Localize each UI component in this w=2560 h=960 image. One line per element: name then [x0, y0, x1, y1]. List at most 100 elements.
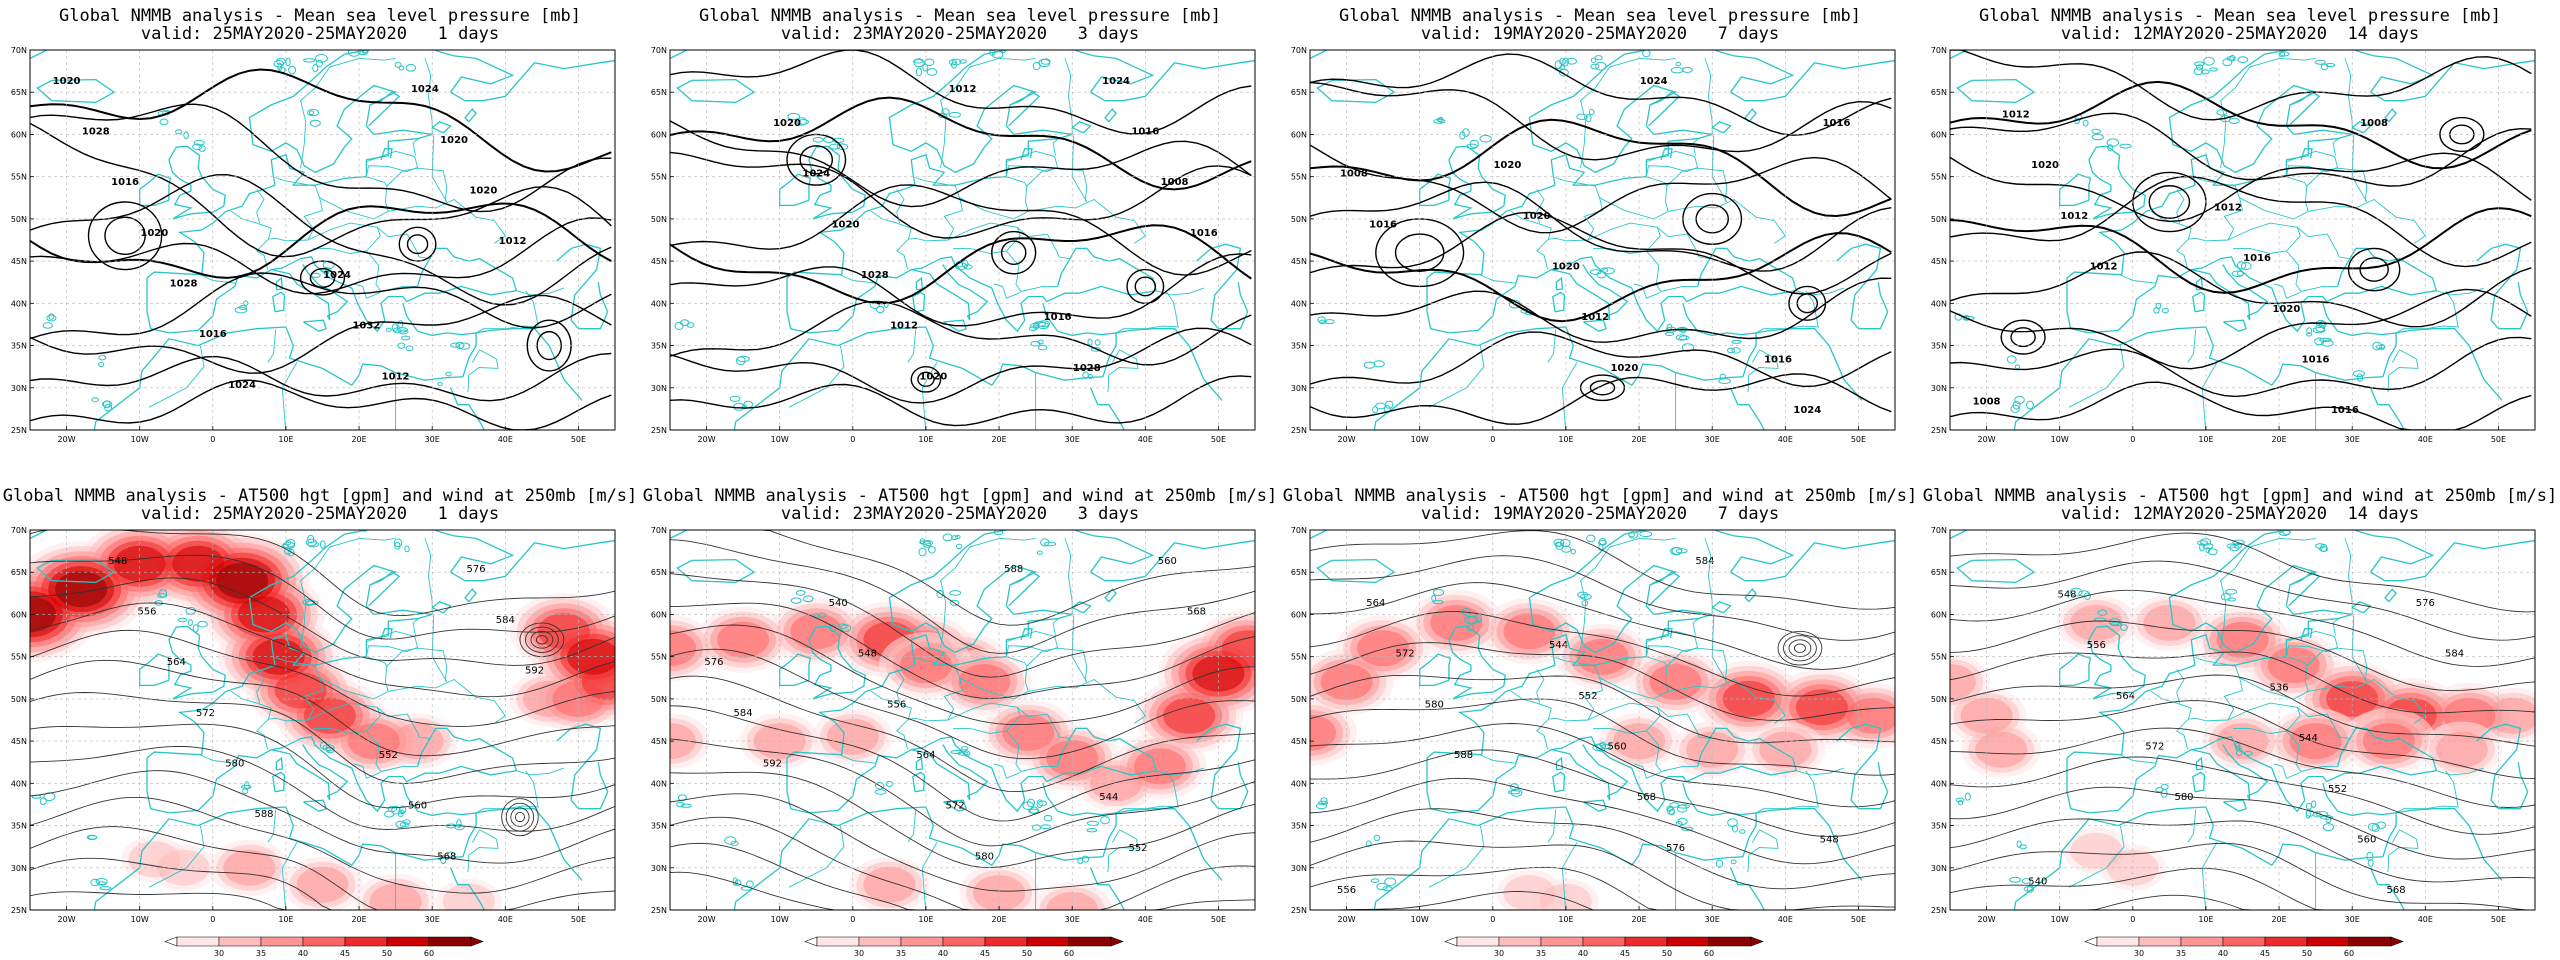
- country-border: [940, 537, 1036, 649]
- mslp-map: 1020 1024 1028 1032 1016 1012 1020 1024 1028 1020…: [11, 46, 616, 444]
- isobar-line: [670, 151, 1252, 239]
- country-border: [366, 730, 418, 773]
- wind-speed-shade: [2289, 723, 2342, 760]
- coastline: [272, 771, 286, 793]
- panel-title: Global NMMB analysis - AT500 hgt [gpm] a…: [1282, 486, 1918, 506]
- coastline: [779, 653, 812, 687]
- height-contour-closed: [1783, 635, 1817, 662]
- coastline: [2223, 799, 2248, 812]
- coastline: [1950, 530, 1969, 539]
- island-shape: [2320, 63, 2329, 71]
- island-shape: [1579, 593, 1592, 600]
- panel-valid-period: valid: 19MAY2020-25MAY2020 7 days: [1420, 504, 1780, 524]
- island-shape: [2367, 859, 2374, 867]
- lat-tick-label: 70N: [1931, 46, 1947, 55]
- country-border: [907, 809, 917, 843]
- island-shape: [1598, 544, 1604, 551]
- island-shape: [1598, 538, 1607, 545]
- country-border: [1510, 210, 1552, 270]
- island-shape: [1954, 313, 1963, 321]
- wind-speed-shade: [1357, 630, 1410, 667]
- island-shape: [286, 538, 296, 548]
- island-shape: [1317, 316, 1326, 324]
- lat-tick-label: 60N: [1291, 610, 1307, 619]
- island-shape: [1038, 58, 1051, 68]
- contour-value-label: 548: [2057, 590, 2076, 601]
- coastline: [1956, 558, 2036, 584]
- island-shape: [437, 382, 443, 386]
- contour-value-label: 1008: [1161, 177, 1189, 188]
- island-shape: [308, 110, 315, 116]
- contour-value-label: 1008: [1340, 169, 1368, 180]
- coastline: [1552, 291, 1566, 313]
- country-border: [365, 150, 419, 177]
- country-border: [2176, 189, 2185, 224]
- lat-tick-label: 30N: [11, 864, 27, 873]
- wind-speed-shade: [2216, 723, 2269, 760]
- country-border: [993, 763, 1021, 779]
- island-shape: [2225, 588, 2238, 595]
- isobar-line: [1950, 80, 2532, 170]
- isobar-line: [1950, 152, 2532, 223]
- island-shape: [1601, 744, 1611, 750]
- island-shape: [385, 327, 392, 332]
- island-shape: [2082, 119, 2089, 127]
- country-border: [1580, 57, 1676, 169]
- coastline: [1956, 78, 2036, 104]
- lon-tick-label: 20W: [1338, 915, 1356, 924]
- coastline: [2351, 601, 2372, 614]
- wind-speed-shade: [303, 697, 356, 734]
- island-shape: [1581, 600, 1589, 607]
- island-shape: [1677, 817, 1688, 825]
- height-contour-closed: [505, 802, 535, 832]
- island-shape: [2226, 543, 2236, 549]
- coastline: [1755, 328, 1863, 401]
- island-shape: [401, 335, 411, 341]
- coastline: [1551, 264, 1629, 321]
- contour-value-label: 572: [2145, 742, 2164, 753]
- island-shape: [993, 530, 1004, 536]
- island-shape: [951, 58, 962, 66]
- country-border: [256, 669, 265, 704]
- contour-value-label: 1032: [352, 321, 380, 332]
- country-border: [870, 690, 912, 750]
- colorbar-tick-label: 35: [2176, 949, 2186, 958]
- island-shape: [677, 794, 687, 802]
- lon-tick-label: 0: [210, 435, 215, 444]
- island-shape: [183, 131, 189, 140]
- contour-value-label: 576: [1666, 843, 1685, 854]
- country-border: [412, 138, 419, 156]
- isobar-line: [1950, 288, 2532, 370]
- colorbar-swatch: [176, 936, 220, 947]
- contour-value-label: 1020: [1493, 160, 1521, 171]
- coastline: [344, 530, 615, 582]
- island-shape: [2319, 320, 2327, 328]
- island-shape: [2091, 133, 2104, 141]
- map-panel: Global NMMB analysis - Mean sea level pr…: [1280, 0, 1920, 480]
- lat-tick-label: 50N: [1931, 215, 1947, 224]
- colorbar-tick-label: 30: [854, 949, 864, 958]
- wind-speed-shade: [55, 571, 108, 608]
- isobar-line: [1950, 175, 2532, 268]
- lat-tick-label: 40N: [11, 299, 27, 308]
- island-shape: [950, 750, 964, 754]
- country-border: [1052, 138, 1059, 156]
- isobar-closed: [1000, 240, 1027, 265]
- colorbar-swatch: [1666, 936, 1710, 947]
- mslp-map: 1012 1008 1016 1012 1020 1020 1016 1012 1016 1012…: [1931, 46, 2536, 444]
- country-border: [1692, 138, 1699, 156]
- lon-tick-label: 40E: [498, 435, 513, 444]
- country-border: [475, 290, 539, 334]
- coastline: [2059, 653, 2092, 687]
- island-shape: [875, 782, 885, 790]
- colorbar-tick-label: 30: [2134, 949, 2144, 958]
- island-shape: [686, 322, 695, 328]
- island-shape: [918, 547, 927, 557]
- coastline: [1020, 628, 1033, 641]
- height-contour-line: [670, 871, 1255, 910]
- isobar-line: [30, 294, 612, 374]
- isobar-group: [1310, 53, 1892, 425]
- contour-value-label: 556: [2087, 640, 2106, 651]
- contour-value-label: 544: [1099, 792, 1118, 803]
